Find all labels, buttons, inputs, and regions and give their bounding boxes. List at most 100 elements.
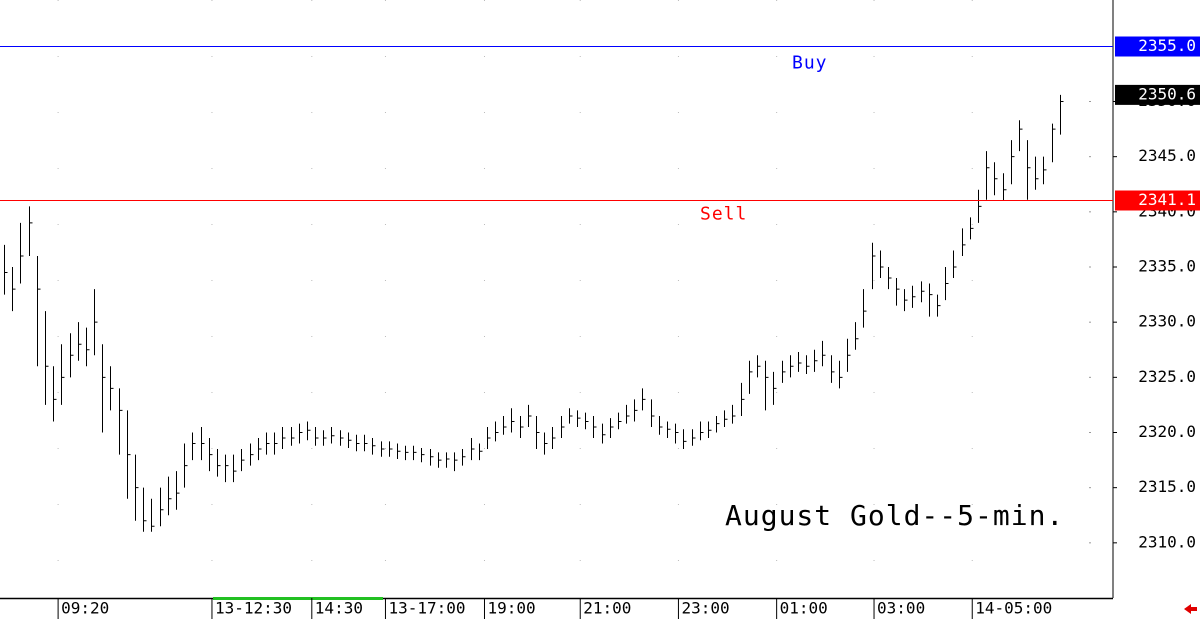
- price-bar: [241, 449, 245, 472]
- price-bar: [397, 443, 401, 459]
- price-bar: [192, 432, 196, 461]
- price-bar: [217, 449, 221, 477]
- price-bar: [724, 410, 728, 427]
- price-bar: [454, 452, 458, 472]
- y-tick-label: 2335.0: [1138, 257, 1196, 276]
- price-bar: [634, 399, 638, 422]
- price-bar: [921, 281, 925, 303]
- price-bar: [953, 250, 957, 279]
- price-bar: [929, 283, 933, 317]
- price-bar: [847, 338, 851, 372]
- y-tick-label: 2315.0: [1138, 477, 1196, 496]
- price-bar: [962, 228, 966, 256]
- price-bar: [168, 476, 172, 516]
- price-bar: [1052, 123, 1056, 163]
- price-bar: [94, 289, 98, 356]
- price-bar: [970, 217, 974, 240]
- level-name: Buy: [792, 53, 828, 74]
- price-bar: [29, 206, 33, 256]
- price-bar: [78, 322, 82, 361]
- price-bar: [651, 399, 655, 427]
- price-bar: [4, 244, 8, 295]
- price-bar: [1019, 120, 1023, 152]
- x-tick-label: 14:30: [315, 599, 363, 618]
- price-bar: [291, 426, 295, 446]
- scroll-arrow: [1184, 604, 1197, 614]
- price-bar: [741, 382, 745, 416]
- price-bar: [945, 267, 949, 301]
- price-bar: [53, 366, 57, 422]
- x-tick-label: 23:00: [681, 599, 729, 618]
- price-bar: [683, 429, 687, 450]
- x-tick-label: 19:00: [487, 599, 535, 618]
- price-bar: [765, 360, 769, 411]
- price-bar: [86, 327, 90, 367]
- y-tick-label: 2310.0: [1138, 532, 1196, 551]
- price-bar: [1027, 140, 1031, 200]
- price-bar: [405, 445, 409, 461]
- price-bar: [872, 242, 876, 290]
- price-bar: [888, 267, 892, 290]
- price-bar: [1060, 94, 1064, 135]
- price-bar: [471, 438, 475, 461]
- price-bar: [708, 421, 712, 439]
- price-bar: [61, 344, 65, 405]
- last-price-label: 2350.6: [1138, 84, 1196, 103]
- price-bar: [176, 471, 180, 510]
- session-highlight: [213, 597, 383, 600]
- price-bar: [831, 355, 835, 383]
- price-bar: [798, 351, 802, 372]
- y-tick-label: 2320.0: [1138, 422, 1196, 441]
- price-bar: [577, 410, 581, 427]
- price-bar: [790, 355, 794, 378]
- price-bar: [438, 452, 442, 468]
- level-box: [1115, 36, 1200, 57]
- price-bar: [773, 371, 777, 405]
- x-tick-label: 01:00: [780, 599, 828, 618]
- price-bar: [896, 278, 900, 306]
- price-bar: [307, 421, 311, 441]
- price-bar: [904, 289, 908, 312]
- price-bar: [421, 447, 425, 463]
- price-bar: [70, 333, 74, 378]
- x-tick-label: 03:00: [877, 599, 925, 618]
- price-bar: [863, 289, 867, 328]
- price-bar: [618, 412, 622, 430]
- y-tick-label: 2345.0: [1138, 146, 1196, 165]
- price-bar: [184, 443, 188, 488]
- price-bar: [806, 355, 810, 375]
- price-bar: [110, 366, 114, 411]
- price-bar: [266, 432, 270, 455]
- price-bar: [413, 445, 417, 461]
- price-bar: [593, 415, 597, 439]
- level-name: Sell: [700, 204, 747, 225]
- price-bar: [1011, 140, 1015, 185]
- price-bar: [45, 311, 49, 405]
- price-bar: [659, 415, 663, 435]
- price-bar: [716, 415, 720, 433]
- price-bar: [315, 426, 319, 446]
- price-bar: [356, 434, 360, 452]
- price-bar: [495, 421, 499, 442]
- price-bar: [348, 432, 352, 448]
- price-bar: [822, 340, 826, 367]
- x-tick-label: 09:20: [61, 599, 109, 618]
- price-bar: [372, 438, 376, 455]
- price-bar: [1035, 156, 1039, 190]
- price-bar: [381, 441, 385, 457]
- price-bar: [250, 443, 254, 466]
- x-tick-label: 13-12:30: [215, 599, 292, 618]
- price-bar: [135, 454, 139, 521]
- price-bar: [986, 151, 990, 200]
- price-bar: [201, 426, 205, 461]
- price-bar: [544, 432, 548, 455]
- price-bar: [102, 344, 106, 433]
- price-bar: [462, 449, 466, 466]
- price-bar: [446, 452, 450, 468]
- price-bar: [12, 267, 16, 312]
- price-bar: [978, 189, 982, 223]
- price-bar: [340, 430, 344, 446]
- y-tick-label: 2325.0: [1138, 367, 1196, 386]
- price-bar: [119, 388, 123, 455]
